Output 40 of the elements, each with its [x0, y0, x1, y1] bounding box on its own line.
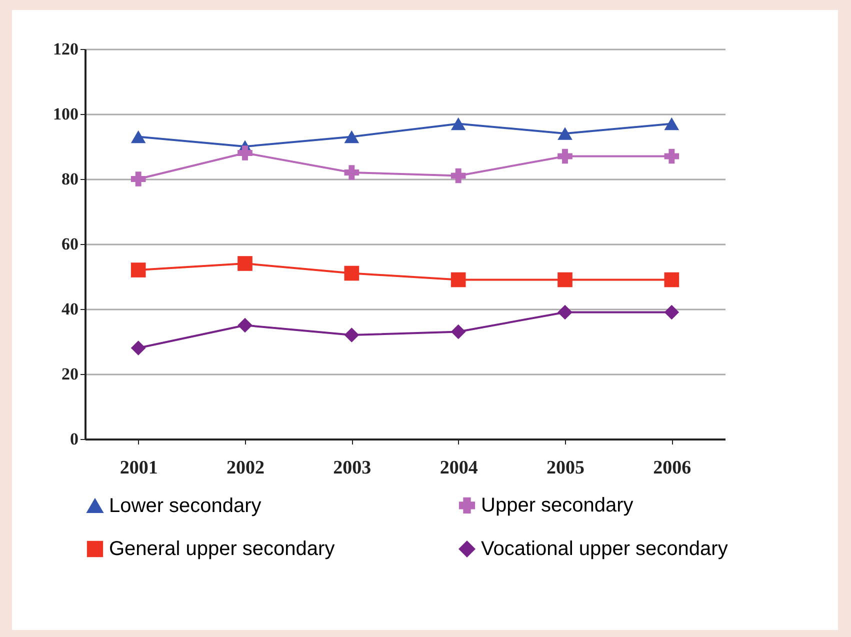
point [558, 304, 572, 320]
legend-label: Vocational upper secondary [481, 538, 728, 560]
y-tick-label: 120 [53, 40, 78, 58]
y-tick-label: 40 [62, 300, 78, 318]
legend-label: Upper secondary [481, 494, 634, 516]
point [130, 130, 146, 144]
legend-label: General upper secondary [109, 538, 335, 560]
point [130, 172, 146, 186]
point [238, 146, 252, 160]
x-tick-label: 2001 [120, 458, 158, 478]
x-tick-label: 2004 [440, 458, 478, 478]
point [130, 340, 146, 356]
legend-label: Lower secondary [109, 494, 262, 517]
point [664, 148, 680, 164]
x-tick-label: 2006 [653, 458, 692, 478]
point [344, 130, 360, 144]
point [558, 272, 572, 288]
x-tick-label: 2005 [546, 458, 584, 478]
point [344, 266, 360, 281]
point [344, 165, 360, 180]
x-tick-label: 2002 [226, 458, 264, 478]
x-tick-label: 2003 [333, 458, 372, 478]
point [238, 318, 252, 333]
y-tick-label: 100 [53, 104, 78, 124]
point [664, 117, 680, 130]
y-tick-label: 80 [62, 170, 78, 188]
y-tick-label: 20 [62, 364, 78, 384]
point [558, 148, 572, 164]
y-tick-label: 0 [70, 430, 78, 448]
point [450, 272, 466, 288]
point [450, 117, 466, 130]
point [344, 328, 360, 342]
point [450, 324, 466, 340]
point [130, 262, 146, 278]
point [450, 168, 466, 184]
point [558, 127, 572, 140]
point [664, 272, 680, 288]
point [664, 304, 680, 320]
y-tick-label: 60 [62, 234, 78, 254]
point [238, 256, 252, 271]
